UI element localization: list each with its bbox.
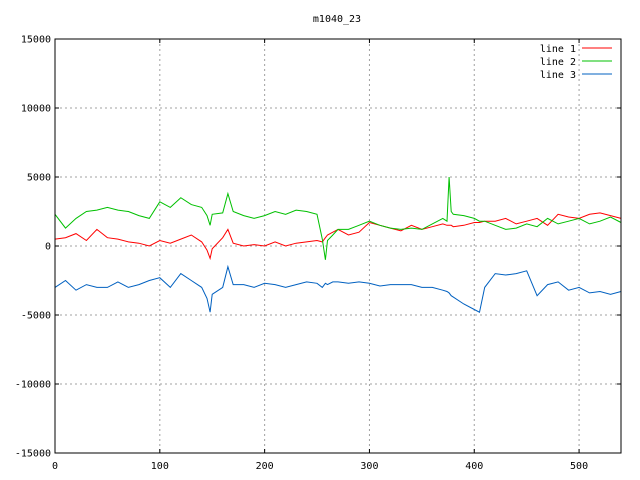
series-line-3 <box>54 264 622 313</box>
legend-label: line 2 <box>540 57 576 68</box>
series-line-1 <box>54 212 622 261</box>
x-tick-label: 400 <box>465 461 483 472</box>
chart-title: m1040_23 <box>313 14 361 25</box>
series-line-2 <box>54 176 622 260</box>
x-tick-label: 300 <box>360 461 378 472</box>
y-tick-label: 5000 <box>27 173 51 184</box>
x-tick-label: 100 <box>151 461 169 472</box>
y-tick-label: -15000 <box>15 449 51 460</box>
x-tick-label: 200 <box>256 461 274 472</box>
y-tick-label: -5000 <box>21 311 51 322</box>
axes: -15000 -10000 -5000 0 5000 10000 15000 0 100 200 3… <box>15 35 621 472</box>
grid <box>55 39 621 453</box>
series-group <box>54 176 622 313</box>
legend-label: line 3 <box>540 70 576 81</box>
legend: line 1 line 2 line 3 <box>540 44 612 81</box>
y-tick-label: 10000 <box>21 104 51 115</box>
plot-frame <box>54 38 622 454</box>
y-tick-label: 15000 <box>21 35 51 46</box>
x-tick-label: 0 <box>52 461 58 472</box>
y-tick-label: 0 <box>45 242 51 253</box>
legend-label: line 1 <box>540 44 576 55</box>
y-tick-label: -10000 <box>15 380 51 391</box>
x-tick-label: 500 <box>570 461 588 472</box>
